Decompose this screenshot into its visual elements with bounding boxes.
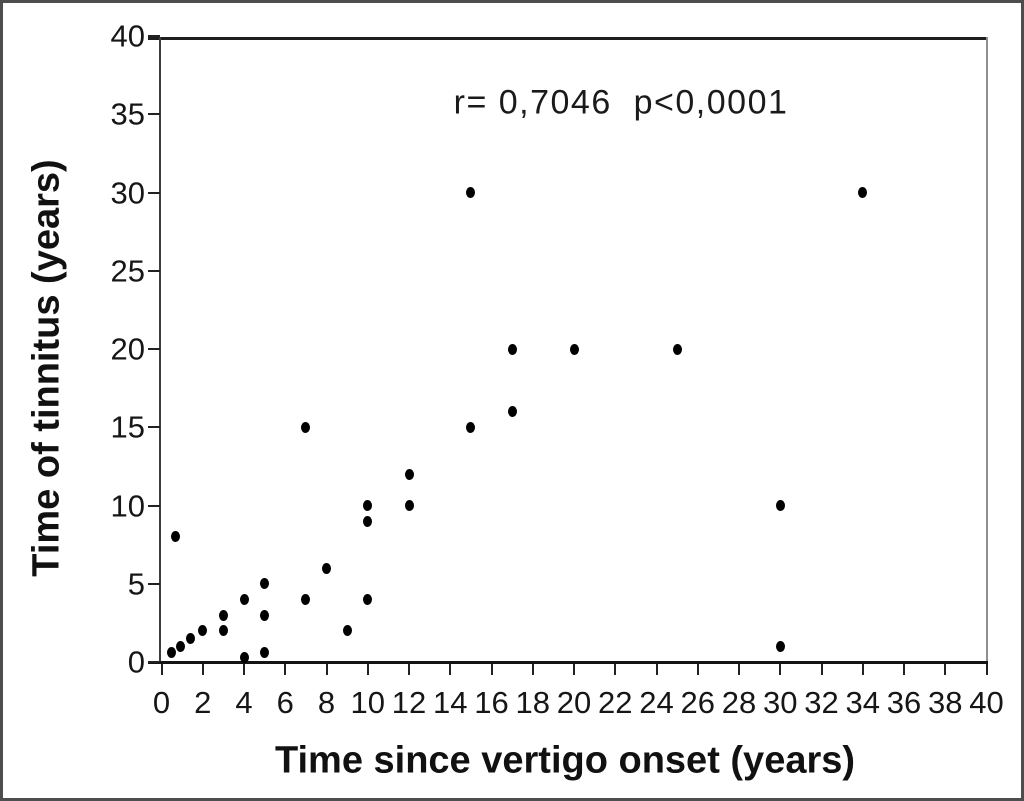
data-point <box>218 609 228 621</box>
y-tick <box>148 348 160 350</box>
x-tick <box>243 664 245 675</box>
data-point <box>260 609 270 621</box>
data-point <box>218 625 228 637</box>
x-axis-title: Time since vertigo onset (years) <box>274 739 856 782</box>
plot-top-border <box>148 37 988 40</box>
data-point <box>363 593 373 605</box>
x-tick-label: 26 <box>680 685 715 720</box>
x-tick <box>449 664 452 675</box>
data-point <box>198 625 208 637</box>
scatter-figure: 0 2 4 6 8 10 12 14 16 18 20 22 24 26 28 30 32 34 36 38 40 0 5 1… <box>3 3 1021 798</box>
data-point <box>363 515 373 527</box>
x-tick-label: 20 <box>556 685 592 720</box>
x-tick-label: 32 <box>804 685 839 720</box>
data-point <box>239 593 249 605</box>
x-tick-label: 14 <box>433 685 468 720</box>
y-tick <box>148 113 160 116</box>
data-point <box>858 187 868 198</box>
y-tick <box>148 661 160 663</box>
x-axis-line <box>148 661 988 664</box>
y-tick <box>148 35 160 37</box>
data-point <box>466 421 476 433</box>
x-tick-label: 24 <box>639 685 674 720</box>
data-point <box>507 343 517 355</box>
data-point <box>301 593 311 605</box>
y-tick-label: 35 <box>110 96 145 132</box>
x-tick <box>531 664 534 675</box>
y-tick-label: 20 <box>110 331 145 367</box>
x-tick <box>408 664 410 675</box>
x-tick-label: 10 <box>350 685 385 720</box>
x-tick-label: 12 <box>391 685 427 720</box>
data-point <box>775 640 785 652</box>
data-point <box>404 500 414 511</box>
data-point <box>260 578 270 590</box>
x-tick-label: 0 <box>152 685 171 720</box>
y-tick-label: 40 <box>110 18 145 54</box>
x-tick <box>820 664 823 675</box>
x-tick-label: 34 <box>845 685 880 720</box>
x-tick-label: 6 <box>276 685 294 720</box>
data-point <box>322 562 331 574</box>
y-tick-label: 0 <box>127 644 145 680</box>
x-tick <box>738 664 740 675</box>
y-tick <box>148 191 160 194</box>
data-point <box>185 633 195 645</box>
x-tick-label: 8 <box>317 685 336 720</box>
data-point <box>171 531 181 543</box>
x-tick <box>655 664 658 675</box>
data-point <box>175 640 185 652</box>
x-tick <box>160 664 163 675</box>
data-point <box>569 343 579 355</box>
y-tick-label: 25 <box>110 253 145 289</box>
data-point <box>672 343 682 355</box>
y-axis-title: Time of tinnitus (years) <box>25 159 68 577</box>
data-point <box>167 647 177 659</box>
x-tick-label: 30 <box>763 685 798 720</box>
x-tick <box>861 664 864 675</box>
x-tick-label: 22 <box>598 685 633 720</box>
data-point <box>404 468 414 480</box>
x-tick <box>985 664 988 675</box>
x-tick-label: 4 <box>235 685 253 720</box>
x-tick-label: 2 <box>194 685 212 720</box>
data-point <box>260 647 270 659</box>
plot-right-border <box>986 37 988 664</box>
x-tick <box>325 664 328 675</box>
x-tick <box>944 664 947 675</box>
y-tick <box>148 426 160 429</box>
x-tick-label: 36 <box>886 685 922 720</box>
y-axis-line <box>159 37 161 664</box>
x-tick <box>614 664 617 675</box>
x-tick <box>903 664 905 675</box>
x-tick <box>490 664 493 675</box>
y-tick-label: 30 <box>110 175 145 210</box>
x-tick <box>366 664 369 675</box>
data-point <box>342 625 352 637</box>
data-point <box>301 421 311 433</box>
x-tick-label: 40 <box>969 685 1004 720</box>
y-tick-label: 15 <box>110 409 145 445</box>
y-tick-label: 5 <box>127 566 145 602</box>
x-tick-label: 28 <box>721 685 757 720</box>
y-tick <box>148 582 160 585</box>
x-tick <box>284 664 287 675</box>
x-tick-label: 16 <box>474 685 509 720</box>
x-tick <box>201 664 204 675</box>
correlation-annotation: r= 0,7046 p<0,0001 <box>453 83 789 122</box>
data-point <box>507 406 517 418</box>
data-point <box>775 500 785 511</box>
y-tick <box>148 504 160 507</box>
x-tick-label: 18 <box>515 685 550 720</box>
x-tick <box>573 664 575 675</box>
x-tick <box>779 664 782 675</box>
y-tick-label: 10 <box>110 488 145 523</box>
data-point <box>363 500 373 511</box>
x-tick <box>696 664 699 675</box>
data-point <box>466 187 476 198</box>
data-point <box>239 651 249 663</box>
y-tick <box>148 269 160 272</box>
x-tick-label: 38 <box>928 685 963 720</box>
